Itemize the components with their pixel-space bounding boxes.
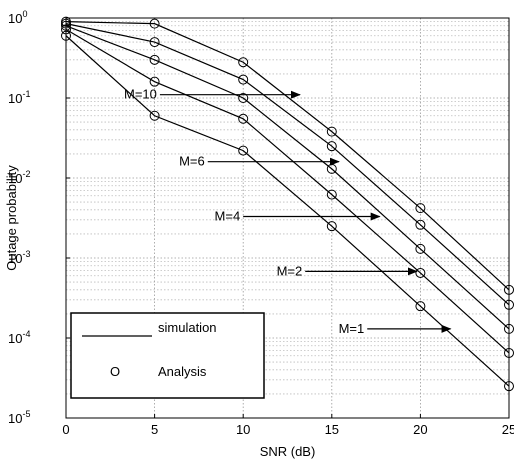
series-line-m-10: [65, 21, 510, 291]
y-tick-label: 10-1: [8, 89, 30, 106]
y-tick-label: 100: [8, 9, 27, 26]
series-line-m-2: [65, 28, 510, 354]
x-tick-label: 0: [62, 422, 69, 437]
data-point-m-2: [149, 76, 160, 87]
series-label-m-1: M=1: [339, 321, 365, 336]
data-point-m-2: [238, 113, 249, 124]
x-tick-label: 25: [502, 422, 514, 437]
data-point-m-1: [238, 145, 249, 156]
data-point-m-10: [326, 126, 337, 137]
series-label-m-10: M=10: [124, 87, 157, 102]
x-tick-labels: 0 5 10 15 20 25: [62, 414, 514, 437]
data-point-m-4: [149, 54, 160, 65]
data-point-m-4: [238, 93, 249, 103]
data-point-m-6: [149, 37, 160, 48]
y-tick-labels: 100 10-1 10-2 10-3 10-4 10-5: [8, 9, 70, 426]
data-point-m-1: [326, 221, 337, 232]
data-point-m-6: [238, 74, 249, 85]
data-point-m-4: [415, 243, 426, 254]
series-line-m-4: [65, 25, 510, 330]
plot-frame: [65, 17, 510, 419]
x-tick-label: 15: [325, 422, 339, 437]
data-point-m-10: [415, 203, 426, 214]
y-tick-label: 10-5: [8, 409, 30, 426]
data-point-m-6: [415, 219, 426, 230]
grid-lines: [65, 18, 510, 419]
legend: simulation O Analysis: [70, 312, 265, 399]
legend-circle-symbol: O: [110, 364, 120, 379]
data-point-m-10: [149, 18, 160, 29]
y-axis-label: Outage probability: [4, 165, 19, 271]
legend-box: [70, 312, 265, 399]
y-tick-label: 10-3: [8, 249, 30, 266]
series-label-m-6: M=6: [179, 154, 205, 169]
legend-label-simulation: simulation: [158, 320, 217, 335]
series-line-m-1: [65, 35, 510, 387]
data-point-m-1: [415, 301, 426, 312]
series-label-m-4: M=4: [215, 209, 241, 224]
y-tick-label: 10-4: [8, 329, 30, 346]
data-point-m-10: [238, 57, 249, 68]
x-axis-label: SNR (dB): [260, 444, 316, 459]
legend-label-analysis: Analysis: [158, 364, 207, 379]
data-point-m-6: [326, 141, 337, 152]
data-point-m-1: [149, 110, 160, 121]
y-tick-label: 10-2: [8, 169, 30, 186]
series-line-m-6: [65, 23, 510, 306]
series-label-m-2: M=2: [277, 263, 303, 278]
series-annotations: M=10 M=6 M=4 M=2 M=1: [124, 87, 452, 336]
x-tick-label: 5: [151, 422, 158, 437]
x-tick-label: 20: [413, 422, 427, 437]
x-tick-label: 10: [236, 422, 250, 437]
series-layer: [61, 16, 514, 392]
data-point-m-2: [326, 189, 337, 200]
